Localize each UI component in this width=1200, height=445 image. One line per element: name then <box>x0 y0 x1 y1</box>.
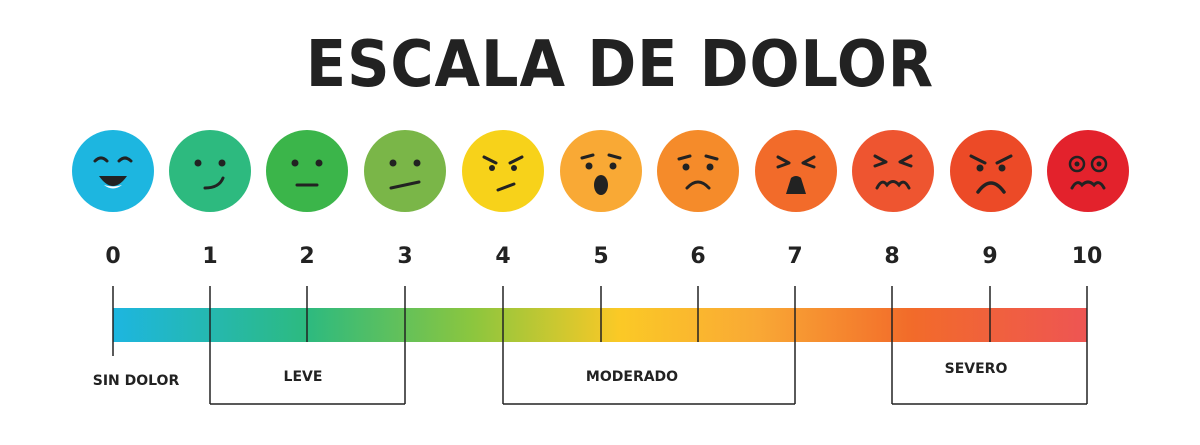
level-number-0: 0 <box>105 244 121 269</box>
level-number-5: 5 <box>593 244 609 269</box>
level-number-3: 3 <box>397 244 413 269</box>
level-number-10: 10 <box>1071 244 1103 269</box>
level-number-7: 7 <box>787 244 803 269</box>
level-number-2: 2 <box>299 244 315 269</box>
faces-row <box>0 130 1200 220</box>
level-number-9: 9 <box>982 244 998 269</box>
category-sin-dolor: SIN DOLOR <box>92 373 180 389</box>
annoyed-face-icon <box>462 130 544 212</box>
level-number-1: 1 <box>202 244 218 269</box>
category-moderado: MODERADO <box>585 369 679 385</box>
sad-face-icon <box>657 130 739 212</box>
distressed-face-icon <box>755 130 837 212</box>
skeptical-face-icon <box>364 130 446 212</box>
happy-face-icon <box>72 130 154 212</box>
smirk-face-icon <box>169 130 251 212</box>
grimace-face-icon <box>852 130 934 212</box>
agony-face-icon <box>1047 130 1129 212</box>
level-number-8: 8 <box>884 244 900 269</box>
surprised-face-icon <box>560 130 642 212</box>
level-number-6: 6 <box>690 244 706 269</box>
category-leve: LEVE <box>283 369 323 385</box>
angry-face-icon <box>950 130 1032 212</box>
neutral-face-icon <box>266 130 348 212</box>
category-severo: SEVERO <box>944 361 1008 377</box>
page-title: ESCALA DE DOLOR <box>305 28 935 102</box>
gradient-bar <box>113 308 1087 342</box>
level-number-4: 4 <box>495 244 511 269</box>
pain-scale-bar <box>112 286 1088 405</box>
